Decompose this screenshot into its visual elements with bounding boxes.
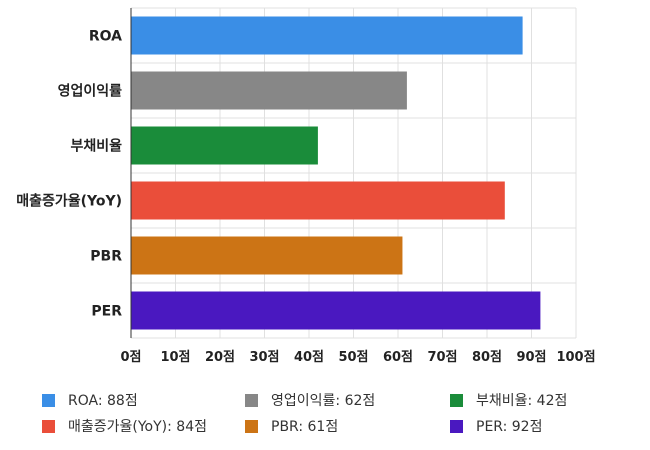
grid-lines: [130, 7, 577, 339]
legend-swatch: [450, 419, 463, 433]
x-axis-tick-labels: 0점 10점 20점 30점 40점 50점 60점 70점 80점 90점 100점: [120, 350, 595, 365]
category-label: PBR: [90, 249, 122, 265]
legend-item-pbr: PBR: 61점: [245, 416, 338, 436]
legend-swatch: [42, 393, 55, 407]
x-tick-label: 40점: [294, 350, 324, 365]
category-label: 매출증가율(YoY): [16, 193, 122, 210]
legend-swatch: [42, 419, 55, 433]
legend-swatch: [245, 393, 258, 407]
x-tick-label: 50점: [338, 350, 368, 365]
legend-label: 매출증가율(YoY): 84점: [68, 419, 207, 435]
category-label: 영업이익률: [58, 83, 123, 100]
bar-4: [131, 236, 403, 275]
bar-2: [131, 126, 318, 165]
x-tick-label: 0점: [120, 350, 141, 365]
bar-1: [131, 71, 407, 110]
x-tick-label: 90점: [516, 350, 546, 365]
legend-item-operating-margin: 영업이익률: 62점: [245, 390, 375, 410]
bar-0: [131, 16, 523, 55]
x-tick-label: 30점: [249, 350, 279, 365]
legend-item-revenue-growth: 매출증가율(YoY): 84점: [42, 416, 207, 436]
x-tick-label: 100점: [556, 350, 595, 365]
category-label: 부채비율: [70, 138, 122, 155]
x-tick-label: 60점: [383, 350, 413, 365]
category-label: PER: [91, 304, 122, 320]
bar-5: [131, 291, 541, 330]
bars: [131, 16, 541, 330]
legend-swatch: [450, 393, 463, 407]
x-tick-label: 70점: [427, 350, 457, 365]
legend-label: 영업이익률: 62점: [271, 393, 376, 409]
legend-label: PBR: 61점: [271, 419, 339, 435]
legend-item-per: PER: 92점: [450, 416, 542, 436]
bar-3: [131, 181, 505, 220]
legend-label: 부채비율: 42점: [476, 393, 568, 409]
legend-item-debt-ratio: 부채비율: 42점: [450, 390, 567, 410]
x-tick-label: 80점: [472, 350, 502, 365]
category-label: ROA: [89, 29, 122, 45]
x-tick-label: 20점: [205, 350, 235, 365]
legend-swatch: [245, 419, 258, 433]
legend-item-roa: ROA: 88점: [42, 390, 138, 410]
x-tick-label: 10점: [160, 350, 190, 365]
legend-label: ROA: 88점: [68, 393, 138, 409]
legend-label: PER: 92점: [476, 419, 543, 435]
